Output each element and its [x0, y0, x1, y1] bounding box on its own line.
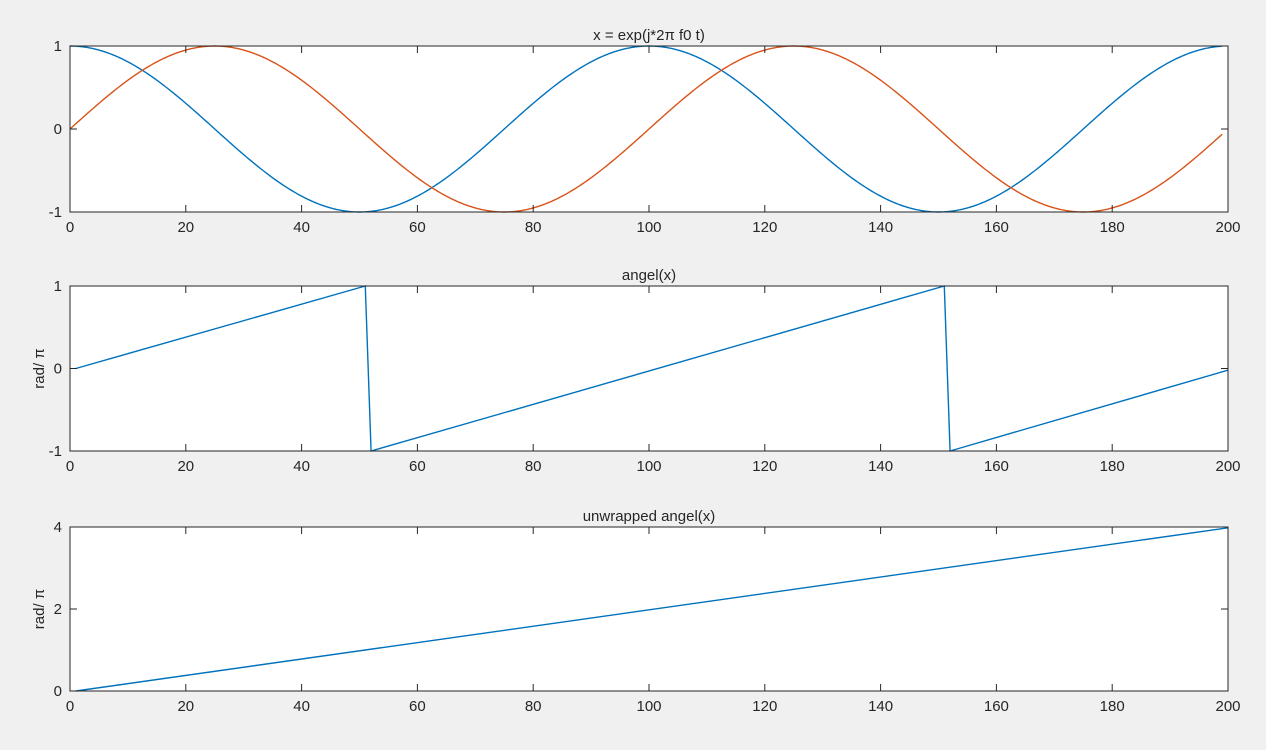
x-tick-label: 40	[293, 219, 310, 236]
x-tick-label: 140	[868, 698, 893, 715]
y-axis-label: rad/ π	[31, 348, 48, 388]
y-tick-label: -1	[49, 443, 62, 460]
x-tick-label: 180	[1100, 698, 1125, 715]
x-tick-label: 200	[1215, 698, 1240, 715]
chart-title: x = exp(j*2π f0 t)	[593, 27, 705, 44]
y-tick-label: 1	[54, 278, 62, 295]
y-tick-label: 0	[54, 683, 62, 700]
x-tick-label: 20	[177, 698, 194, 715]
plot-area	[70, 286, 1228, 451]
y-axis-label: rad/ π	[31, 589, 48, 629]
x-tick-label: 160	[984, 458, 1009, 475]
x-tick-label: 120	[752, 698, 777, 715]
y-tick-label: 0	[54, 361, 62, 378]
x-tick-label: 0	[66, 698, 74, 715]
x-tick-label: 0	[66, 458, 74, 475]
series-line-1	[75, 285, 1228, 452]
x-tick-label: 180	[1100, 219, 1125, 236]
plot-area	[70, 527, 1228, 691]
x-tick-label: 40	[293, 458, 310, 475]
chart-title: unwrapped angel(x)	[583, 508, 716, 525]
y-tick-label: 2	[54, 601, 62, 618]
x-tick-label: 120	[752, 458, 777, 475]
x-tick-label: 160	[984, 698, 1009, 715]
x-tick-label: 60	[409, 458, 426, 475]
x-tick-label: 80	[525, 219, 542, 236]
x-tick-label: 100	[636, 698, 661, 715]
x-tick-label: 80	[525, 458, 542, 475]
chart-panel-2: 0 20 40 60 80 100 120 140 160 180 200-101angel(x)r…	[31, 267, 1241, 475]
chart-title: angel(x)	[622, 267, 676, 284]
x-tick-label: 200	[1215, 219, 1240, 236]
x-tick-label: 200	[1215, 458, 1240, 475]
x-tick-label: 60	[409, 698, 426, 715]
series-line-2	[70, 45, 1223, 213]
chart-panel-3: 0 20 40 60 80 100 120 140 160 180 200 0 2 4 unwrapped …	[31, 508, 1241, 715]
x-tick-label: 140	[868, 219, 893, 236]
y-tick-label: 0	[54, 121, 62, 138]
x-tick-label: 20	[177, 219, 194, 236]
x-tick-label: 60	[409, 219, 426, 236]
x-tick-label: 0	[66, 219, 74, 236]
x-tick-label: 100	[636, 458, 661, 475]
x-tick-label: 140	[868, 458, 893, 475]
x-tick-label: 160	[984, 219, 1009, 236]
series-line-1	[75, 527, 1228, 692]
x-tick-label: 100	[636, 219, 661, 236]
x-tick-label: 40	[293, 698, 310, 715]
x-tick-label: 20	[177, 458, 194, 475]
x-tick-label: 180	[1100, 458, 1125, 475]
x-tick-label: 120	[752, 219, 777, 236]
y-tick-label: -1	[49, 204, 62, 221]
y-tick-label: 4	[54, 519, 62, 536]
y-tick-label: 1	[54, 38, 62, 55]
x-tick-label: 80	[525, 698, 542, 715]
